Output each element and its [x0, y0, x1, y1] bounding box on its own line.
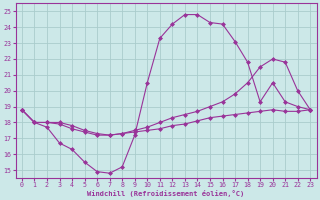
X-axis label: Windchill (Refroidissement éolien,°C): Windchill (Refroidissement éolien,°C) — [87, 190, 245, 197]
